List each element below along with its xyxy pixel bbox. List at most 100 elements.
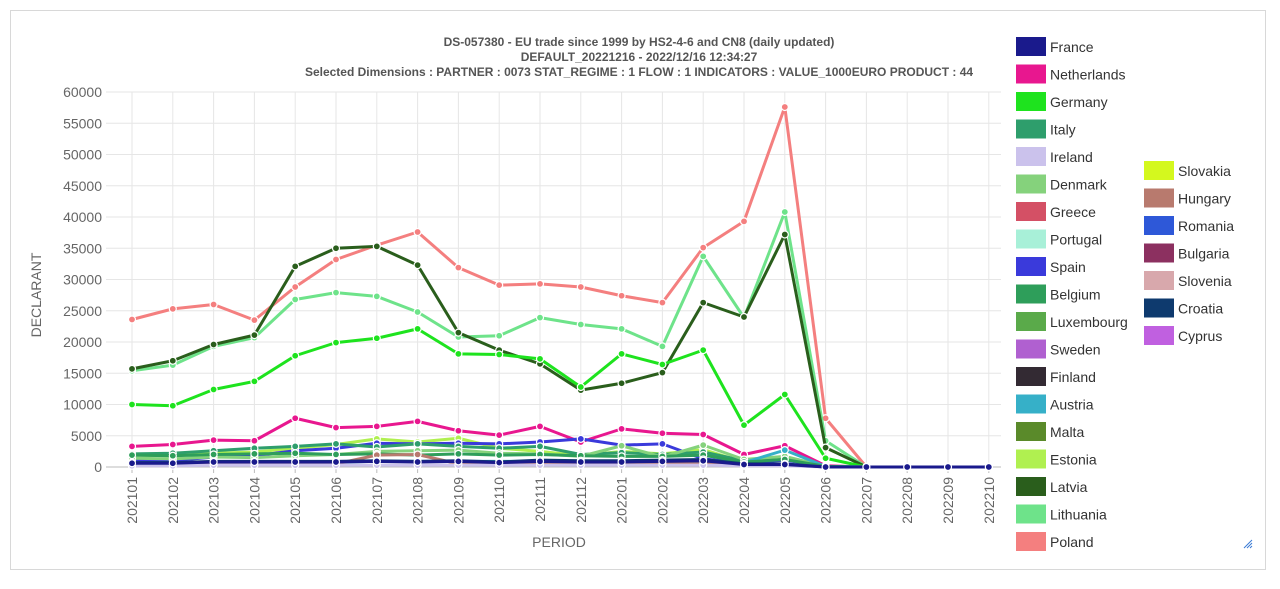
data-point[interactable] xyxy=(454,449,463,458)
data-point[interactable] xyxy=(535,354,545,363)
data-point[interactable] xyxy=(209,300,218,309)
data-point[interactable] xyxy=(617,324,626,333)
data-point[interactable] xyxy=(413,307,422,317)
legend-item-slovakia[interactable]: Slovakia xyxy=(1144,161,1231,180)
data-point[interactable] xyxy=(331,288,341,297)
data-point[interactable] xyxy=(699,441,708,450)
data-point[interactable] xyxy=(658,439,667,448)
data-point[interactable] xyxy=(127,459,137,468)
data-point[interactable] xyxy=(658,298,667,307)
legend-item-slovenia[interactable]: Slovenia xyxy=(1144,271,1232,290)
data-point[interactable] xyxy=(127,442,137,451)
data-point[interactable] xyxy=(454,263,463,272)
data-point[interactable] xyxy=(413,261,422,270)
data-point[interactable] xyxy=(291,442,300,451)
data-point[interactable] xyxy=(699,298,708,307)
legend-item-romania[interactable]: Romania xyxy=(1144,216,1234,235)
data-point[interactable] xyxy=(780,102,789,112)
legend-item-latvia[interactable]: Latvia xyxy=(1016,477,1088,496)
data-point[interactable] xyxy=(699,346,708,355)
legend-item-poland[interactable]: Poland xyxy=(1016,532,1094,551)
data-point[interactable] xyxy=(943,462,953,472)
data-point[interactable] xyxy=(495,350,504,359)
legend-item-netherlands[interactable]: Netherlands xyxy=(1016,64,1126,84)
data-point[interactable] xyxy=(576,282,585,292)
data-point[interactable] xyxy=(127,451,137,460)
data-point[interactable] xyxy=(168,304,177,313)
data-point[interactable] xyxy=(413,439,422,448)
data-point[interactable] xyxy=(699,252,708,261)
data-point[interactable] xyxy=(331,338,341,347)
data-point[interactable] xyxy=(127,364,137,373)
data-point[interactable] xyxy=(576,457,585,467)
data-point[interactable] xyxy=(576,320,585,329)
data-point[interactable] xyxy=(658,429,667,438)
data-point[interactable] xyxy=(372,457,381,466)
data-point[interactable] xyxy=(331,439,341,448)
data-point[interactable] xyxy=(780,207,789,217)
legend-item-italy[interactable]: Italy xyxy=(1016,119,1076,139)
legend-item-france[interactable]: France xyxy=(1016,37,1094,56)
data-point[interactable] xyxy=(780,460,789,469)
data-point[interactable] xyxy=(821,454,830,463)
data-point[interactable] xyxy=(250,436,259,445)
data-point[interactable] xyxy=(821,443,830,452)
data-point[interactable] xyxy=(291,449,300,458)
data-point[interactable] xyxy=(617,457,626,467)
data-point[interactable] xyxy=(495,458,504,467)
data-point[interactable] xyxy=(658,368,667,377)
data-point[interactable] xyxy=(250,377,259,386)
data-point[interactable] xyxy=(780,230,789,239)
data-point[interactable] xyxy=(250,449,259,458)
data-point[interactable] xyxy=(250,331,259,340)
data-point[interactable] xyxy=(617,379,626,388)
data-point[interactable] xyxy=(209,457,218,467)
data-point[interactable] xyxy=(739,217,749,226)
data-point[interactable] xyxy=(413,227,422,237)
legend-item-ireland[interactable]: Ireland xyxy=(1016,147,1093,166)
data-point[interactable] xyxy=(535,313,545,322)
data-point[interactable] xyxy=(535,442,545,451)
data-point[interactable] xyxy=(699,430,708,439)
data-point[interactable] xyxy=(780,446,789,455)
data-point[interactable] xyxy=(168,451,177,460)
data-point[interactable] xyxy=(576,382,585,392)
data-point[interactable] xyxy=(209,436,218,445)
data-point[interactable] xyxy=(331,423,341,432)
data-point[interactable] xyxy=(535,422,545,431)
data-point[interactable] xyxy=(168,401,177,410)
data-point[interactable] xyxy=(495,281,504,290)
legend-item-hungary[interactable]: Hungary xyxy=(1144,188,1231,208)
legend-item-belgium[interactable]: Belgium xyxy=(1016,284,1101,304)
data-point[interactable] xyxy=(291,414,300,423)
data-point[interactable] xyxy=(739,312,749,322)
data-point[interactable] xyxy=(250,316,259,325)
legend-item-denmark[interactable]: Denmark xyxy=(1016,174,1108,194)
data-point[interactable] xyxy=(168,356,177,365)
legend-item-luxembourg[interactable]: Luxembourg xyxy=(1016,312,1128,331)
data-point[interactable] xyxy=(209,450,218,459)
data-point[interactable] xyxy=(291,295,300,304)
data-point[interactable] xyxy=(209,385,218,394)
data-point[interactable] xyxy=(617,424,626,433)
data-point[interactable] xyxy=(658,342,667,351)
data-point[interactable] xyxy=(372,334,381,343)
legend-item-malta[interactable]: Malta xyxy=(1016,422,1084,441)
legend-item-croatia[interactable]: Croatia xyxy=(1144,298,1223,318)
data-point[interactable] xyxy=(984,462,993,472)
legend-item-lithuania[interactable]: Lithuania xyxy=(1016,504,1107,524)
legend-item-bulgaria[interactable]: Bulgaria xyxy=(1144,243,1230,263)
legend-item-austria[interactable]: Austria xyxy=(1016,394,1094,414)
legend-item-spain[interactable]: Spain xyxy=(1016,257,1086,276)
data-point[interactable] xyxy=(739,421,749,430)
data-point[interactable] xyxy=(413,457,422,467)
data-point[interactable] xyxy=(535,279,545,288)
legend-item-estonia[interactable]: Estonia xyxy=(1016,449,1097,469)
data-point[interactable] xyxy=(699,243,708,252)
data-point[interactable] xyxy=(291,457,300,467)
data-point[interactable] xyxy=(495,331,504,340)
data-point[interactable] xyxy=(127,315,137,324)
data-point[interactable] xyxy=(291,351,300,360)
data-point[interactable] xyxy=(617,291,626,300)
data-point[interactable] xyxy=(903,462,912,472)
